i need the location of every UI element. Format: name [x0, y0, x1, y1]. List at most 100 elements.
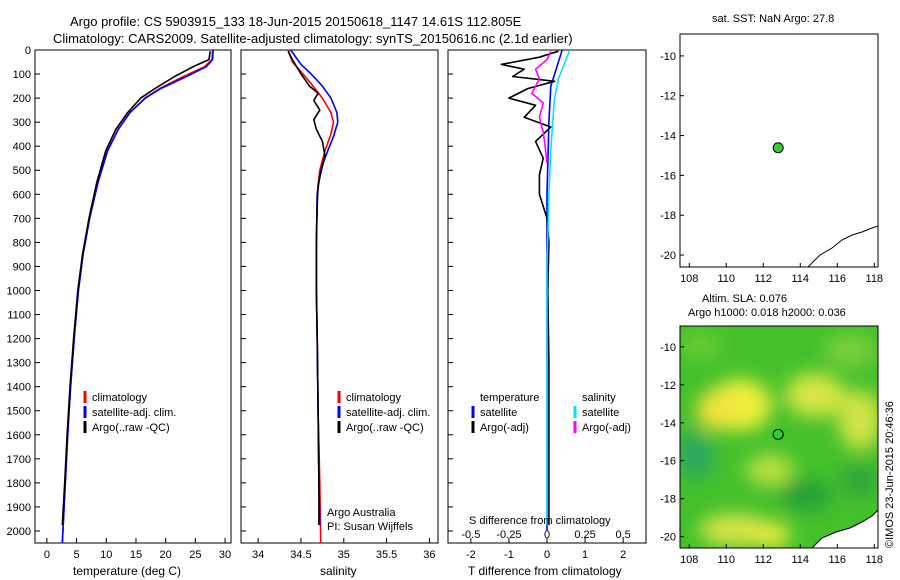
legend-label-satellite-adj: satellite-adj. clim.: [92, 407, 176, 419]
x-tick-label: 110: [717, 273, 735, 285]
y-tick-label: -16: [660, 170, 676, 182]
t-difference-label: T difference from climatology: [468, 564, 622, 578]
legend-title-salinity: salinity: [582, 392, 616, 404]
legend-label-temp-satellite: satellite: [480, 407, 517, 419]
difference-depth-ticks: [448, 49, 453, 532]
series-line-argo-raw-qc: [61, 51, 211, 526]
x-tick-label: 0: [44, 549, 50, 561]
y-tick-label: 1000: [7, 285, 31, 297]
legend-label-climatology: climatology: [346, 392, 402, 404]
x-tick-label: 116: [829, 554, 847, 566]
x-tick-label: 10: [100, 549, 112, 561]
x-tick-label: 108: [680, 273, 698, 285]
x-tick-label: 118: [866, 554, 884, 566]
x-tick-label: 30: [219, 549, 231, 561]
y-tick-label: -18: [660, 494, 676, 506]
y-tick-label: 700: [13, 213, 31, 225]
s-diff-tick-label: -0.5: [461, 529, 480, 541]
temperature-x-ticks: 0 5 10 15 20 25 30: [44, 538, 231, 561]
y-tick-label: -14: [660, 131, 676, 143]
y-tick-label: 1500: [7, 406, 31, 418]
legend-label-satellite-adj: satellite-adj. clim.: [346, 407, 430, 419]
sla-map-ticks: 108 110 112 114 116 118 -10 -12 -14 -16 -18 -20: [660, 342, 883, 566]
depth-axis-ticks: 0 100 200 300 400 500 600 700 800 900 1000 1100 1200…: [7, 45, 40, 538]
x-tick-label: 2: [620, 549, 626, 561]
y-tick-label: 1400: [7, 382, 31, 394]
legend-label-argo: Argo(..raw -QC): [92, 422, 170, 434]
y-tick-label: 2000: [7, 526, 31, 538]
coastline: [807, 225, 878, 267]
temperature-series: [61, 49, 214, 544]
y-tick-label: 0: [25, 45, 31, 57]
s-diff-tick-label: 0.25: [574, 529, 595, 541]
x-tick-label: 114: [792, 273, 810, 285]
difference-legend: temperature salinity satellite Argo(-adj…: [471, 392, 631, 434]
difference-series: [500, 49, 571, 531]
y-tick-label: -12: [660, 91, 676, 103]
salinity-x-ticks: 34 34.5 35 35.5 36: [252, 538, 436, 561]
y-tick-label: -20: [660, 250, 676, 262]
legend-label-sal-satellite: satellite: [582, 407, 619, 419]
x-tick-label: 1: [582, 549, 588, 561]
legend-label-argo: Argo(..raw -QC): [346, 422, 424, 434]
s-diff-tick-label: 0.5: [616, 529, 631, 541]
x-tick-label: 20: [160, 549, 172, 561]
sla-title-line-2: Argo h1000: 0.018 h2000: 0.036: [688, 307, 846, 319]
x-tick-label: 35.5: [376, 549, 397, 561]
x-tick-label: 116: [829, 273, 847, 285]
y-tick-label: -16: [660, 456, 676, 468]
x-tick-label: 118: [866, 273, 884, 285]
y-tick-label: 1800: [7, 478, 31, 490]
y-tick-label: -20: [660, 532, 676, 544]
x-tick-label: 112: [754, 554, 772, 566]
y-tick-label: 1700: [7, 454, 31, 466]
temperature-legend: climatology satellite-adj. clim. Argo(..…: [83, 391, 176, 434]
argo-position-marker: [772, 428, 784, 440]
y-tick-label: 1300: [7, 358, 31, 370]
salinity-legend: climatology satellite-adj. clim. Argo(..…: [337, 391, 430, 434]
x-tick-label: 25: [189, 549, 201, 561]
salinity-series: [287, 49, 339, 544]
temperature-axes-frame: [34, 49, 232, 544]
y-tick-label: 400: [13, 141, 31, 153]
argo-position-marker: [772, 142, 784, 154]
imos-watermark: ©IMOS 23-Jun-2015 20:46:36: [884, 401, 896, 548]
y-tick-label: 500: [13, 165, 31, 177]
x-tick-label: 15: [130, 549, 142, 561]
sst-map-title: sat. SST: NaN Argo: 27.8: [712, 13, 834, 25]
legend-label-sal-argo: Argo(-adj): [582, 422, 631, 434]
series-line-salinity-argo-adj: [530, 50, 552, 164]
temperature-panel: 0100200300400500600700800900100011001200…: [7, 45, 232, 578]
y-tick-label: -10: [660, 51, 676, 63]
y-tick-label: 100: [13, 69, 31, 81]
header-line-1: Argo profile: CS 5903915_133 18-Jun-2015…: [70, 14, 522, 29]
s-diff-tick-label: -0.25: [496, 529, 521, 541]
sst-map-panel: sat. SST: NaN Argo: 27.8 108 110 112 114 116…: [660, 13, 883, 285]
legend-title-temperature: temperature: [480, 392, 539, 404]
y-tick-label: 800: [13, 237, 31, 249]
s-difference-label: S difference from climatology: [469, 515, 611, 527]
difference-panel: -2 -1 0 1 2 -0.5 -0.25 0 0.25 0.5 S difference f…: [447, 49, 647, 578]
y-tick-label: 200: [13, 93, 31, 105]
temperature-x-label: temperature (deg C): [73, 564, 181, 578]
x-tick-label: 108: [680, 554, 698, 566]
y-tick-label: 1900: [7, 502, 31, 514]
x-tick-label: 5: [74, 549, 80, 561]
x-tick-label: 36: [423, 549, 435, 561]
series-line-temperature-argo-adj: [500, 50, 559, 525]
header-line-2: Climatology: CARS2009. Satellite-adjuste…: [53, 31, 573, 46]
series-line-climatology: [61, 49, 214, 544]
salinity-panel: 34 34.5 35 35.5 36 salinity climatology sate…: [240, 49, 439, 578]
y-tick-label: 600: [13, 189, 31, 201]
pi-label: PI: Susan Wijffels: [327, 521, 413, 533]
legend-label-temp-argo: Argo(-adj): [480, 422, 529, 434]
y-tick-label: -12: [660, 380, 676, 392]
salinity-axes-frame: [240, 49, 439, 544]
salinity-difference-ticks: -0.5 -0.25 0 0.25 0.5: [461, 529, 630, 541]
sla-map-frame: [679, 325, 879, 549]
x-tick-label: 34.5: [290, 549, 311, 561]
x-tick-label: 112: [754, 273, 772, 285]
sla-title-line-1: Altim. SLA: 0.076: [702, 293, 787, 305]
y-tick-label: -18: [660, 210, 676, 222]
